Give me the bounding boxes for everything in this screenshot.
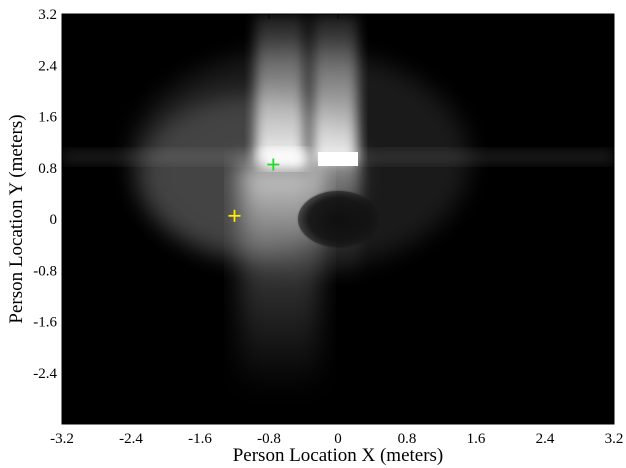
x-tick-label: 3.2 <box>605 431 624 447</box>
y-tick-label: 0.8 <box>38 161 57 177</box>
x-tick-label: -2.4 <box>119 431 143 447</box>
y-axis-label: Person Location Y (meters) <box>6 114 27 323</box>
x-tick-label: 1.6 <box>467 431 486 447</box>
heatmap-field <box>62 14 614 394</box>
y-tick-label: -0.8 <box>33 263 57 279</box>
markers <box>228 158 280 222</box>
plus-marker-2 <box>228 209 241 222</box>
x-tick-label: 0.8 <box>398 431 417 447</box>
x-tick-label: 0 <box>334 431 342 447</box>
x-tick-label: 2.4 <box>536 431 555 447</box>
y-axis: -2.4 -1.6 -0.8 0 0.8 1.6 2.4 3.2 <box>33 7 614 382</box>
x-tick-label: -1.6 <box>188 431 212 447</box>
y-tick-label: -2.4 <box>33 366 57 382</box>
x-tick-label: -0.8 <box>257 431 281 447</box>
y-tick-label: 3.2 <box>38 7 57 23</box>
x-axis: -3.2 -2.4 -1.6 -0.8 0 0.8 1.6 2.4 3.2 <box>50 14 623 447</box>
x-tick-label: -3.2 <box>50 431 74 447</box>
x-axis-label: Person Location X (meters) <box>233 445 444 466</box>
y-tick-label: -1.6 <box>33 315 57 331</box>
y-tick-label: 2.4 <box>38 58 57 74</box>
y-tick-label: 0 <box>50 212 58 228</box>
plus-marker-1 <box>267 158 280 171</box>
y-tick-label: 1.6 <box>38 110 57 126</box>
